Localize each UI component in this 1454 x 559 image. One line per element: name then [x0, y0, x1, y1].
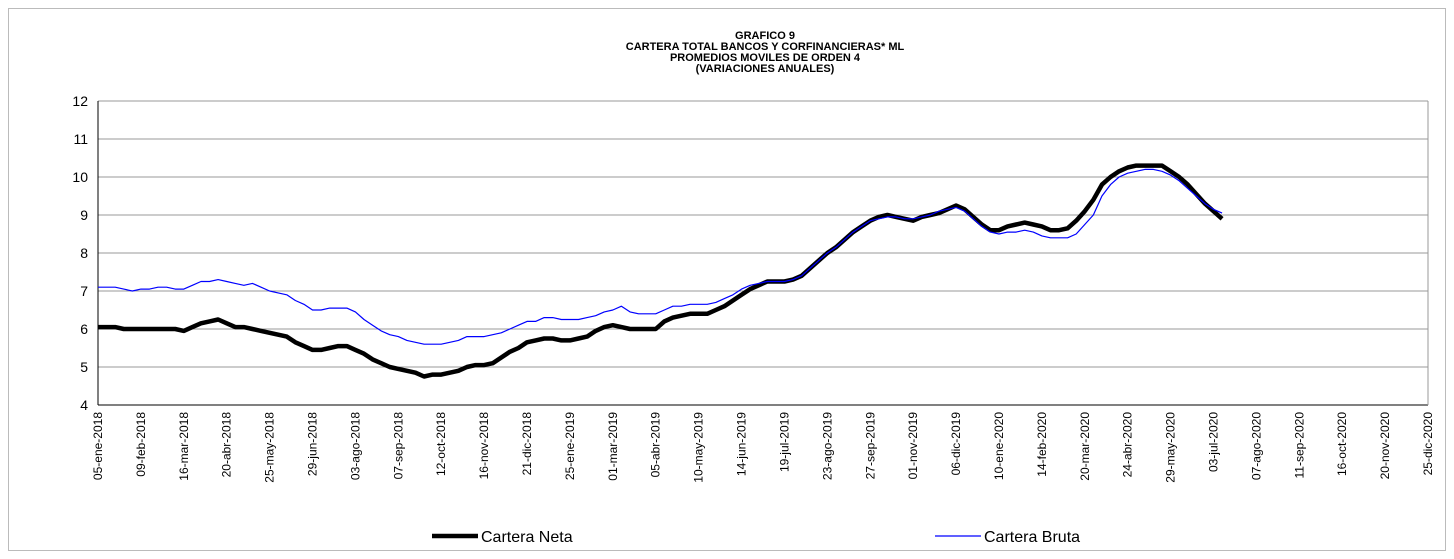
x-tick-label: 21-dic-2018 — [520, 412, 534, 476]
x-tick-label: 07-sep-2018 — [391, 412, 405, 480]
chart-title: (VARIACIONES ANUALES) — [696, 63, 835, 75]
series-line — [98, 168, 1223, 345]
x-tick-label: 29-may-2020 — [1164, 412, 1178, 483]
series-line — [98, 163, 1224, 379]
y-tick-label: 5 — [80, 359, 88, 375]
x-tick-label: 25-dic-2020 — [1421, 412, 1435, 476]
x-tick-label: 01-mar-2019 — [606, 412, 620, 481]
x-tick-label: 03-ago-2018 — [348, 412, 362, 480]
x-tick-label: 25-ene-2019 — [563, 412, 577, 480]
x-tick-label: 27-sep-2019 — [863, 412, 877, 480]
x-tick-label: 29-jun-2018 — [306, 412, 320, 476]
y-tick-label: 4 — [80, 397, 88, 413]
x-tick-label: 09-feb-2018 — [134, 412, 148, 477]
x-tick-label: 05-abr-2019 — [649, 412, 663, 478]
x-tick-label: 05-ene-2018 — [91, 412, 105, 480]
x-tick-label: 10-may-2019 — [692, 412, 706, 483]
legend-label: Cartera Neta — [481, 529, 573, 546]
x-tick-label: 03-jul-2020 — [1206, 412, 1220, 472]
y-tick-label: 10 — [72, 169, 88, 185]
x-tick-label: 12-oct-2018 — [434, 412, 448, 476]
x-tick-label: 19-jul-2019 — [777, 412, 791, 472]
x-tick-label: 10-ene-2020 — [992, 412, 1006, 480]
y-tick-label: 6 — [80, 321, 88, 337]
chart-title: CARTERA TOTAL BANCOS Y CORFINANCIERAS* M… — [626, 41, 905, 53]
x-tick-label: 14-feb-2020 — [1035, 412, 1049, 477]
x-tick-label: 20-mar-2020 — [1078, 412, 1092, 481]
y-tick-label: 12 — [72, 93, 88, 109]
x-tick-label: 20-nov-2020 — [1378, 412, 1392, 480]
y-tick-label: 9 — [80, 207, 88, 223]
chart-title: GRAFICO 9 — [735, 30, 795, 42]
x-tick-label: 16-mar-2018 — [177, 412, 191, 481]
x-tick-label: 20-abr-2018 — [220, 412, 234, 478]
x-tick-label: 23-ago-2019 — [820, 412, 834, 480]
x-tick-label: 16-nov-2018 — [477, 412, 491, 480]
x-tick-label: 25-may-2018 — [263, 412, 277, 483]
y-tick-label: 11 — [73, 131, 88, 147]
x-tick-label: 24-abr-2020 — [1121, 412, 1135, 478]
x-tick-label: 11-sep-2020 — [1292, 412, 1306, 479]
y-tick-label: 7 — [80, 283, 88, 299]
x-tick-label: 16-oct-2020 — [1335, 412, 1349, 476]
x-tick-label: 01-nov-2019 — [906, 412, 920, 480]
legend-label: Cartera Bruta — [984, 529, 1080, 546]
x-tick-label: 06-dic-2019 — [949, 412, 963, 476]
chart-title: PROMEDIOS MOVILES DE ORDEN 4 — [670, 52, 861, 64]
x-tick-label: 07-ago-2020 — [1249, 412, 1263, 480]
x-tick-label: 14-jun-2019 — [735, 412, 749, 476]
chart-border — [8, 8, 1446, 551]
y-tick-label: 8 — [80, 245, 88, 261]
